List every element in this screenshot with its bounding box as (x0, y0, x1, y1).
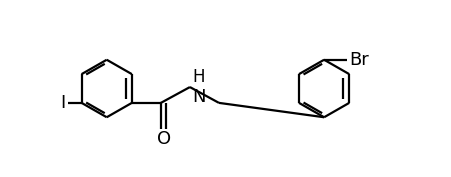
Text: O: O (156, 130, 170, 149)
Text: I: I (60, 94, 66, 112)
Text: H: H (192, 68, 205, 86)
Text: Br: Br (350, 51, 369, 69)
Text: N: N (192, 88, 206, 106)
